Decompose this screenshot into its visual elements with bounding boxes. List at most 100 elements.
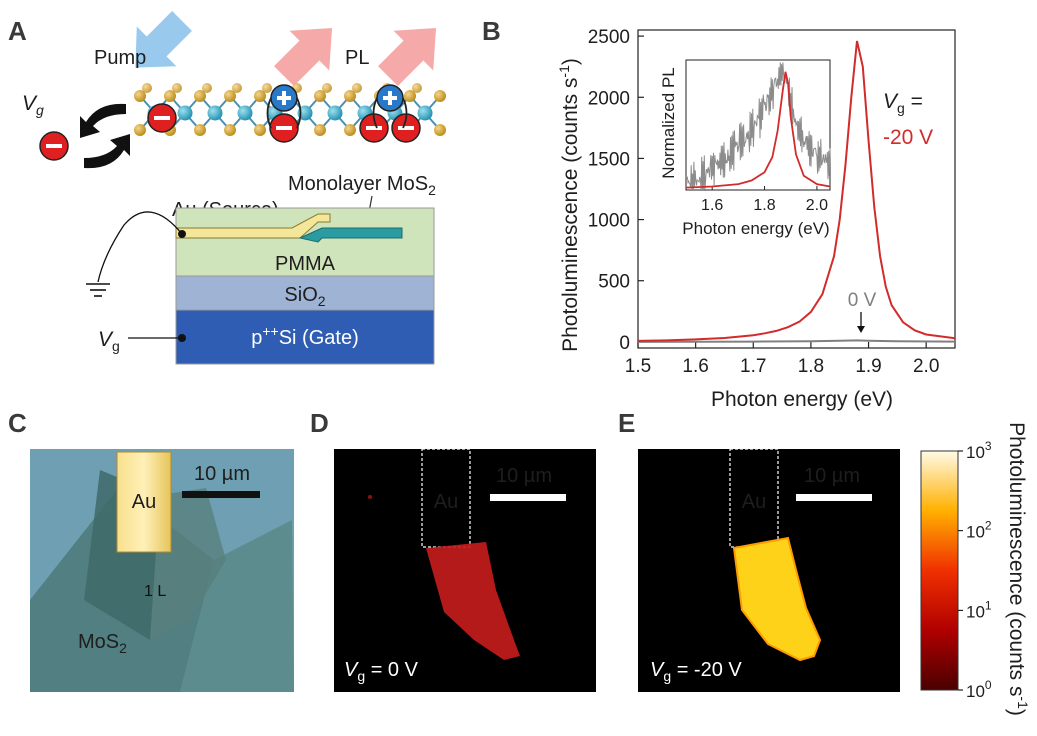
sulfur-atom xyxy=(194,124,206,136)
sulfur-atom-back xyxy=(262,83,272,93)
colorbar-tick-label: 102 xyxy=(966,519,992,542)
sio2-label: SiO2 xyxy=(284,284,325,309)
noise-speck xyxy=(368,495,372,499)
colorbar-label: Photoluminescence (counts s-1) xyxy=(1005,422,1031,716)
electron-icon xyxy=(147,103,177,133)
series-line-vg0 xyxy=(637,339,956,343)
flake-pl-dim xyxy=(426,542,520,660)
inset-y-label: Normalized PL xyxy=(659,67,678,179)
electron-charges xyxy=(147,103,421,143)
x-tick-label: 1.9 xyxy=(855,356,881,377)
molybdenum-atom xyxy=(207,105,223,121)
vg-label-e: Vg = -20 V xyxy=(650,659,742,684)
x-tick-label: 1.7 xyxy=(740,356,766,377)
series-line-vg-neg20 xyxy=(637,40,956,342)
sulfur-atom xyxy=(404,90,416,102)
vg-label-top: Vg xyxy=(22,92,44,118)
inset-x-tick-label: 1.8 xyxy=(753,197,775,214)
sulfur-atom xyxy=(164,90,176,102)
sio2-layer xyxy=(175,275,435,311)
sulfur-atom xyxy=(224,90,236,102)
x-tick-label: 1.8 xyxy=(798,356,824,377)
molybdenum-atom xyxy=(417,105,433,121)
zero-v-annotation: 0 V xyxy=(848,290,877,311)
si-gate-layer xyxy=(175,309,435,365)
sulfur-atom xyxy=(344,124,356,136)
colorbar-tick-label: 101 xyxy=(966,598,992,621)
inset-x-tick-label: 2.0 xyxy=(806,197,828,214)
scale-bar-e xyxy=(796,494,872,501)
au-electrode-optical xyxy=(116,451,172,553)
panel-c: C Au 10 µm 1 L MoS2 xyxy=(8,408,294,692)
sulfur-atom-back xyxy=(412,83,422,93)
au-label-e: Au xyxy=(742,491,766,513)
sulfur-atom-back xyxy=(232,83,242,93)
sulfur-atom-back xyxy=(202,83,212,93)
colorbar-tick-label: 100 xyxy=(966,678,992,701)
pl-arrow-icon-right xyxy=(378,27,437,86)
sulfur-atom-back xyxy=(352,83,362,93)
molybdenum-atom xyxy=(177,105,193,121)
pl-arrow-icon-left xyxy=(274,27,333,86)
au-electrode xyxy=(175,213,331,239)
molybdenum-atom xyxy=(327,105,343,121)
plot-frame xyxy=(637,29,956,349)
curved-arrows-icon xyxy=(80,103,130,169)
pump-arrow-icon xyxy=(135,11,192,68)
colorbar-gradient xyxy=(920,450,959,691)
vg-annotation: Vg = xyxy=(883,90,923,116)
exciton-brackets xyxy=(266,97,408,129)
electron-icon xyxy=(359,113,389,143)
sulfur-atom xyxy=(254,90,266,102)
electron-icon xyxy=(269,113,299,143)
sulfur-atom xyxy=(314,124,326,136)
mos2-flake xyxy=(298,227,403,243)
inset-x-tick-label: 1.6 xyxy=(701,197,723,214)
au-label-d: Au xyxy=(434,491,458,513)
panel-b: B Photoluminescence (counts s-1) Photon … xyxy=(482,16,956,411)
sulfur-atom xyxy=(314,90,326,102)
x-tick-label: 1.6 xyxy=(682,356,708,377)
colorbar: 103 102 101 100 Photoluminescence (counts s… xyxy=(920,422,1031,716)
sulfur-atom-back xyxy=(172,83,182,93)
flake-region-right xyxy=(180,520,294,692)
sulfur-atom xyxy=(224,124,236,136)
gate-label: p++Si (Gate) xyxy=(251,323,359,349)
sulfur-atom xyxy=(134,124,146,136)
mos2-label-c: MoS2 xyxy=(78,631,127,656)
x-axis-label: Photon energy (eV) xyxy=(711,388,893,411)
pl-label: PL xyxy=(345,47,369,69)
inset-plot: 1.6 1.8 2.0 xyxy=(685,59,831,214)
panel-a: A Pump PL Vg xyxy=(8,11,446,365)
vg-value-annotation: -20 V xyxy=(883,126,933,149)
y-tick-label: 0 xyxy=(619,333,630,354)
scale-label-e: 10 µm xyxy=(804,465,860,487)
down-arrow-icon xyxy=(857,312,865,333)
sulfur-atom xyxy=(134,90,146,102)
panel-e: E Au 10 µm Vg = -20 V xyxy=(618,408,900,692)
monolayer-label: Monolayer MoS2 xyxy=(288,173,436,198)
y-tick-label: 2500 xyxy=(588,27,630,48)
sulfur-atom xyxy=(254,124,266,136)
colorbar-tick-label: 103 xyxy=(966,439,992,462)
pmma-layer xyxy=(175,207,435,277)
y-tick-label: 1500 xyxy=(588,149,630,170)
vg-label-bottom: Vg xyxy=(98,328,120,354)
y-tick-label: 500 xyxy=(598,272,630,293)
vg-label-d: Vg = 0 V xyxy=(344,659,419,684)
scale-bar-d xyxy=(490,494,566,501)
x-tick-label: 1.5 xyxy=(625,356,651,377)
panel-a-letter: A xyxy=(8,16,27,46)
scale-label-c: 10 µm xyxy=(194,463,250,485)
flake-pl-bright xyxy=(732,536,822,662)
sulfur-atom xyxy=(434,90,446,102)
scale-bar-c xyxy=(182,491,260,498)
pl-spectrum-plot: 1.5 1.6 1.7 1.8 1.9 2.0 0 500 1000 1500 2000 2500 xyxy=(588,27,956,377)
sulfur-atom-back xyxy=(322,83,332,93)
inset-series-vg0 xyxy=(685,62,831,191)
pump-label: Pump xyxy=(94,47,146,69)
y-tick-label: 1000 xyxy=(588,211,630,232)
sulfur-atom xyxy=(344,90,356,102)
panel-c-letter: C xyxy=(8,408,27,438)
hole-charges xyxy=(270,84,404,112)
